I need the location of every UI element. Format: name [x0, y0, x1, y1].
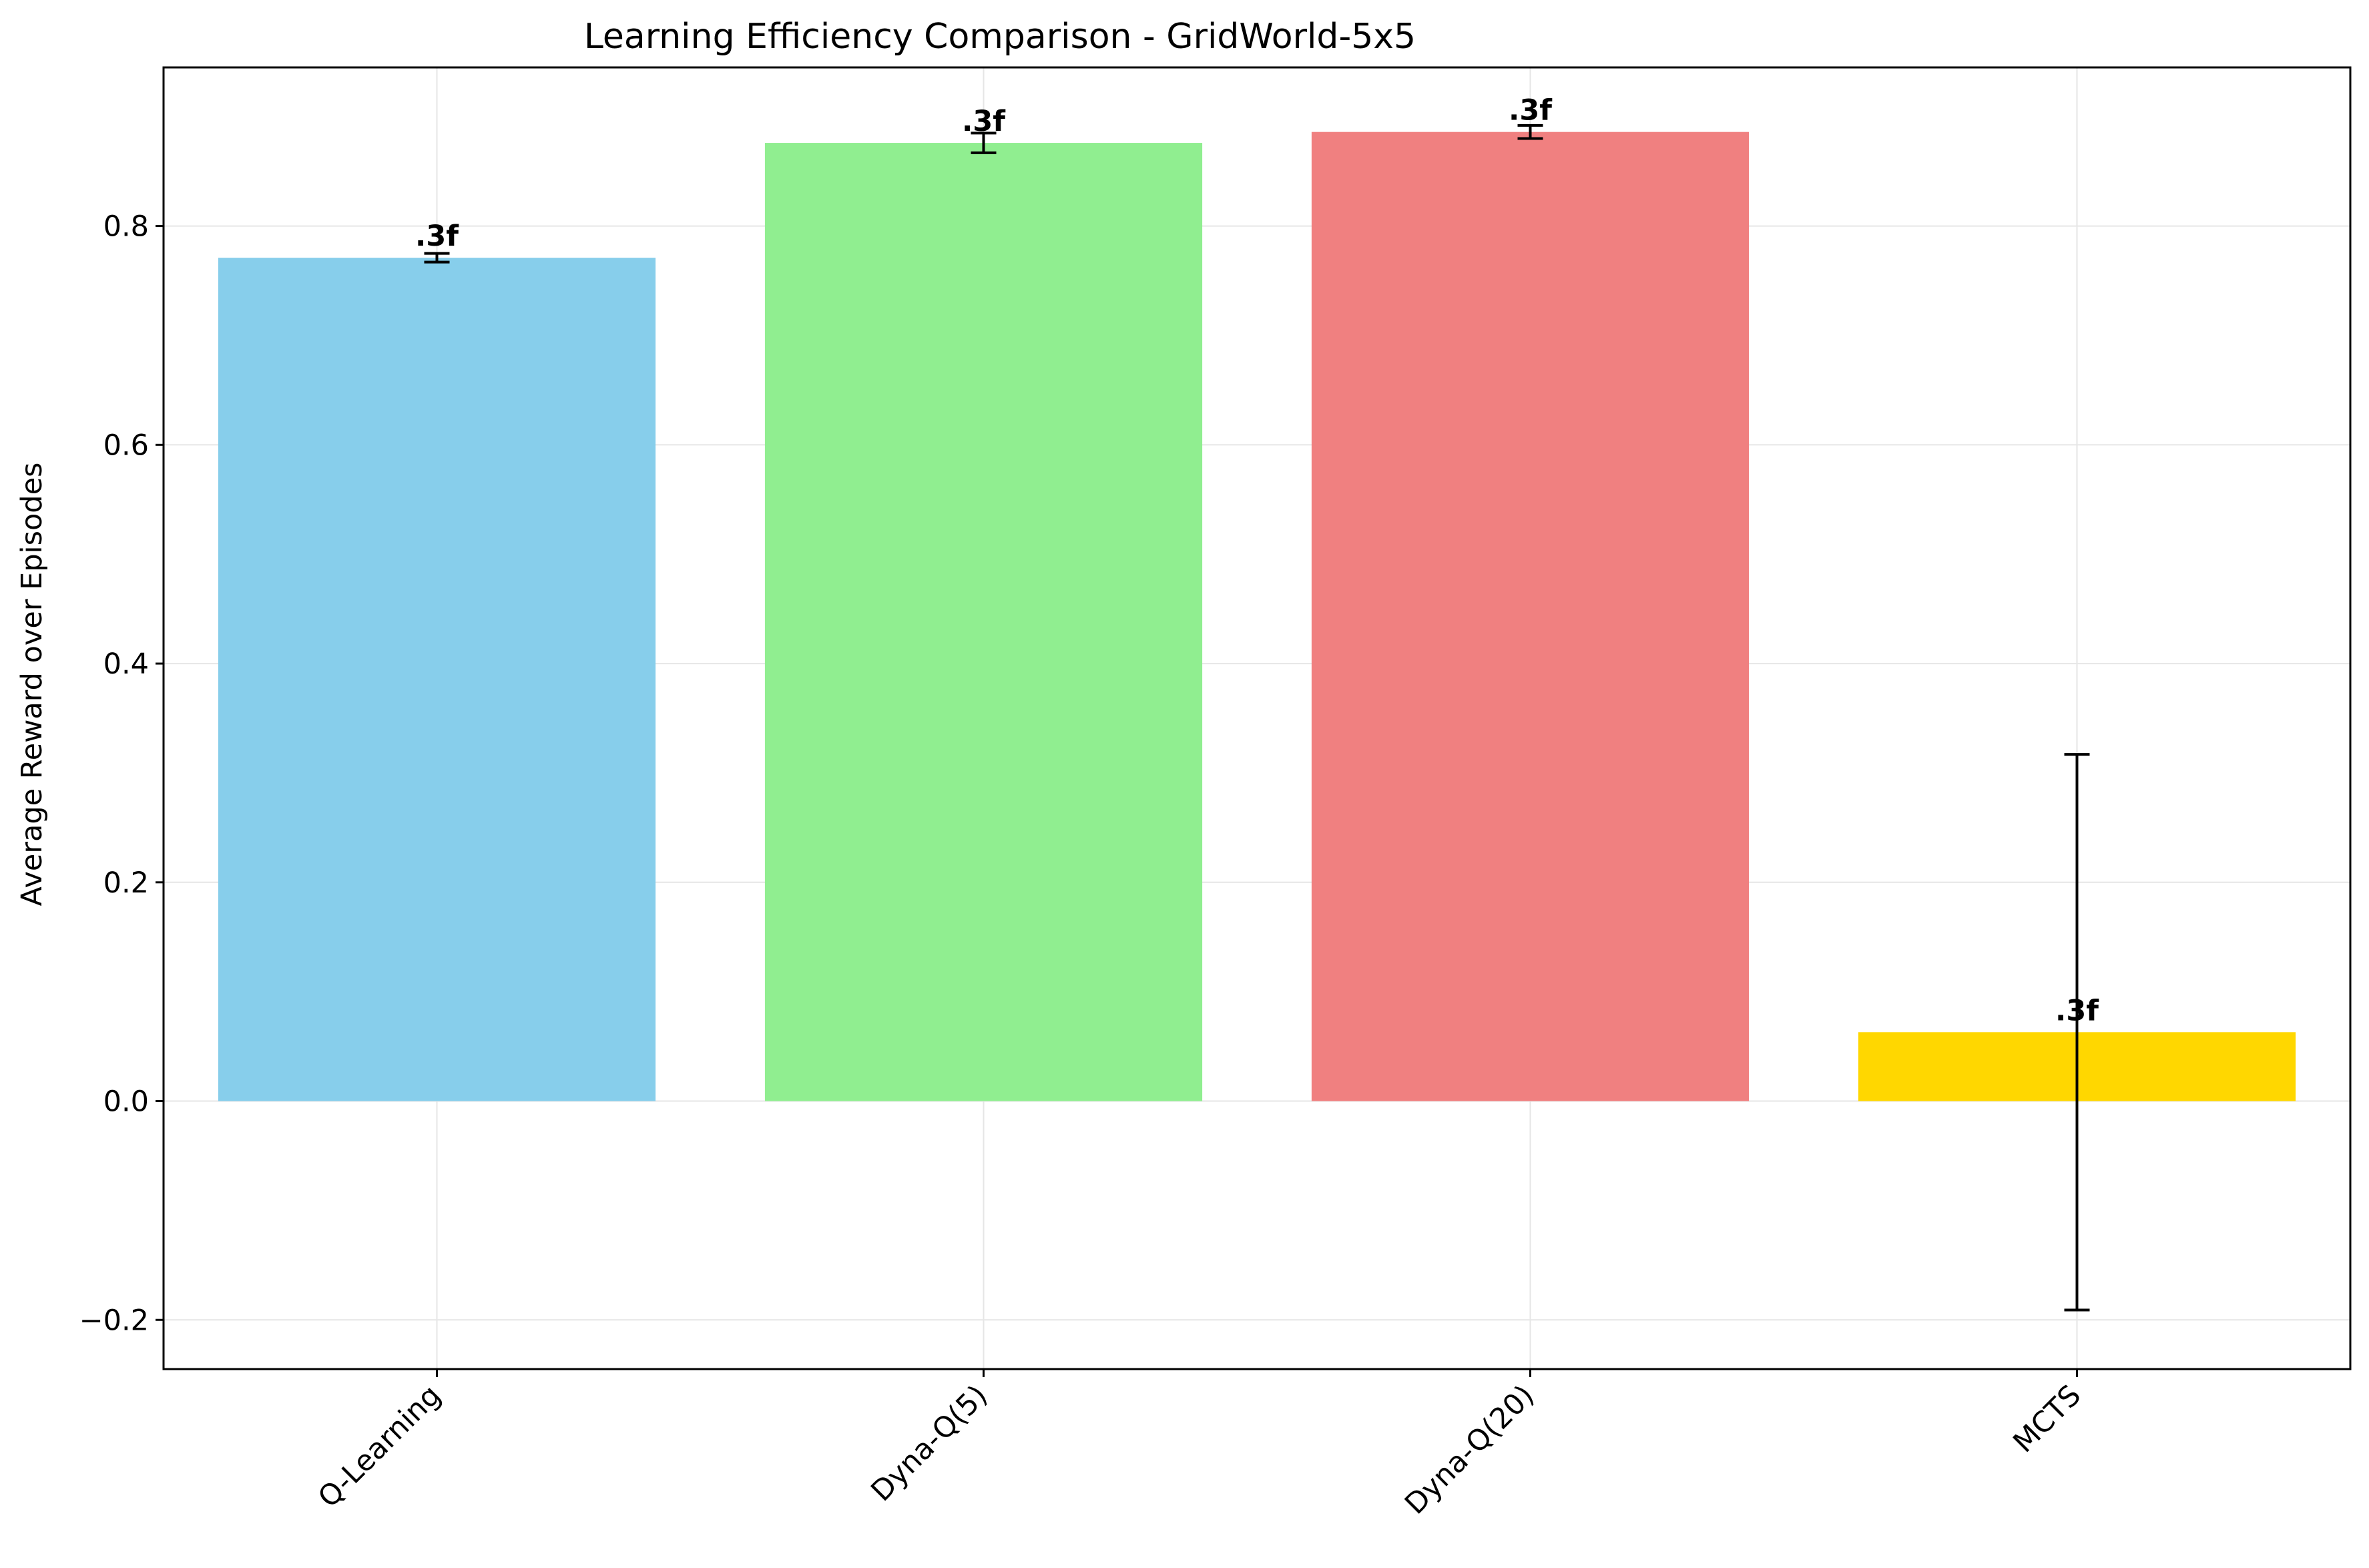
data-label: .3f: [962, 105, 1006, 138]
error-bar: [1517, 123, 1543, 140]
bar-dyna-q-5-: [764, 143, 1203, 1101]
data-label: .3f: [2055, 994, 2099, 1027]
y-tick-label: 0.8: [103, 210, 149, 244]
bar-q-learning: [218, 258, 656, 1101]
chart-title: Learning Efficiency Comparison - GridWor…: [584, 17, 1416, 57]
data-label: .3f: [1509, 94, 1553, 127]
y-tick-label: 0.0: [103, 1085, 149, 1119]
data-labels: .3f .3f .3f .3f: [415, 94, 2099, 1028]
y-tick-label: 0.6: [103, 429, 149, 462]
error-bar: [971, 132, 997, 154]
error-bar: [424, 252, 450, 264]
plot-frame: [162, 66, 2352, 1370]
y-tick-label: 0.4: [103, 647, 149, 681]
error-bars: [424, 123, 2090, 1312]
error-bar: [2064, 753, 2090, 1312]
y-axis-label: Average Reward over Episodes: [15, 463, 49, 906]
y-tick-label: 0.2: [103, 866, 149, 900]
data-label: .3f: [415, 220, 459, 253]
y-tick-label: −0.2: [79, 1304, 149, 1337]
bar-dyna-q-20-: [1311, 132, 1750, 1101]
bars: [218, 132, 2296, 1101]
